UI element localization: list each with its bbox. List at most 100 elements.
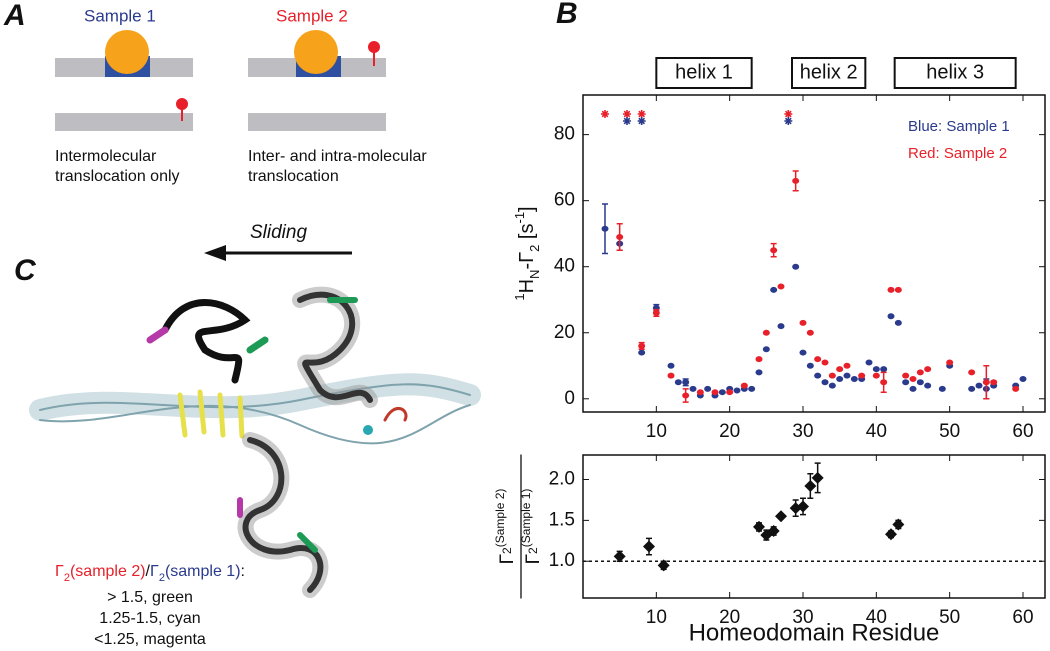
point [733,387,741,394]
point [775,510,787,523]
legend-line: > 1.5, green [107,589,193,606]
point [704,385,712,392]
y-axis-label-part: -1 [512,212,527,224]
point [689,385,697,392]
point [821,359,829,366]
point [711,389,719,396]
point [968,369,976,376]
legend-line: 1.25-1.5, cyan [99,610,200,627]
point [667,372,675,379]
y-axis-label: Γ2(Sample 2) [493,489,518,565]
point [652,309,660,316]
offscale-marker [601,110,609,118]
point [748,385,756,392]
helix-box [893,57,1017,89]
x-axis-label: Homeodomain Residue [689,619,940,646]
point [753,520,765,533]
y-axis-label-part: 1 [512,293,527,300]
point [850,375,858,382]
point [792,177,800,184]
point [806,362,814,369]
y-axis-label-part: 2 [500,547,514,554]
point [828,382,836,389]
x-tick-label: 60 [1012,607,1033,628]
plot-frame [582,94,1046,413]
panel-label: C [14,254,37,287]
point [638,342,646,349]
helix-box [655,57,753,89]
arrow-label: Sliding [250,222,307,243]
offscale-marker [623,117,631,125]
point [767,524,780,537]
caption: translocation [248,168,339,185]
point [894,319,902,326]
legend-entry: Red: Sample 2 [908,145,1007,162]
x-tick-label: 40 [866,607,887,628]
legend-title-part: : [241,563,245,580]
point [601,225,609,232]
y-axis-label-part: ] [516,206,538,212]
point [1019,375,1027,382]
x-tick-label: 20 [719,607,740,628]
y-axis-label-part: 2 [526,547,540,554]
point [726,389,734,396]
point [804,480,817,493]
y-axis-fraction: Γ2(Sample 2)Γ2(Sample 1) [493,454,544,599]
point [894,286,902,293]
y-axis-label: 1HN-Γ2 [s-1] [512,206,542,300]
panel-label: B [556,0,578,30]
point [872,366,880,373]
sample-label: Sample 1 [84,6,156,25]
point [858,372,866,379]
x-tick-label: 60 [1012,421,1033,442]
sample-label: Sample 2 [276,6,348,25]
offscale-marker [637,110,646,118]
point [814,372,822,379]
point [982,379,990,386]
y-tick-label: 40 [554,256,575,277]
x-tick-label: 40 [866,421,887,442]
point [674,379,682,386]
point [1012,385,1020,392]
point [638,349,646,356]
caption: Inter- and intra-molecular [248,148,427,165]
point [885,528,897,541]
y-axis-label-part: N [527,270,542,279]
point [938,385,946,392]
caption: Intermolecular [55,148,157,165]
legend-line: <1.25, magenta [94,631,206,648]
y-tick-label: 60 [554,190,575,211]
point [909,375,917,382]
y-tick-label: 2.0 [549,469,575,490]
point [797,500,809,513]
x-tick-label: 10 [646,607,667,628]
legend-title-part: (sample 1) [165,563,241,580]
y-axis-label-part: Γ [523,554,544,564]
point [828,372,836,379]
helix-box [791,57,867,89]
point [836,366,844,373]
x-tick-label: 20 [719,421,740,442]
point [843,372,851,379]
point [887,286,895,293]
panel-label: A [3,0,26,32]
offscale-marker [623,110,631,118]
helix-label: helix 2 [800,61,858,83]
point [718,389,726,396]
offscale-marker [784,110,793,118]
point [643,540,655,553]
point [777,283,785,290]
point [872,372,880,379]
point [909,385,917,392]
point [762,346,770,353]
x-tick-label: 50 [939,607,960,628]
point [792,263,800,270]
legend-title-part: (sample 2) [70,563,146,580]
point [916,369,924,376]
point [975,382,983,389]
point [657,559,670,572]
y-tick-label: 1.0 [549,550,575,571]
point [667,362,675,369]
y-tick-label: 80 [554,124,575,145]
